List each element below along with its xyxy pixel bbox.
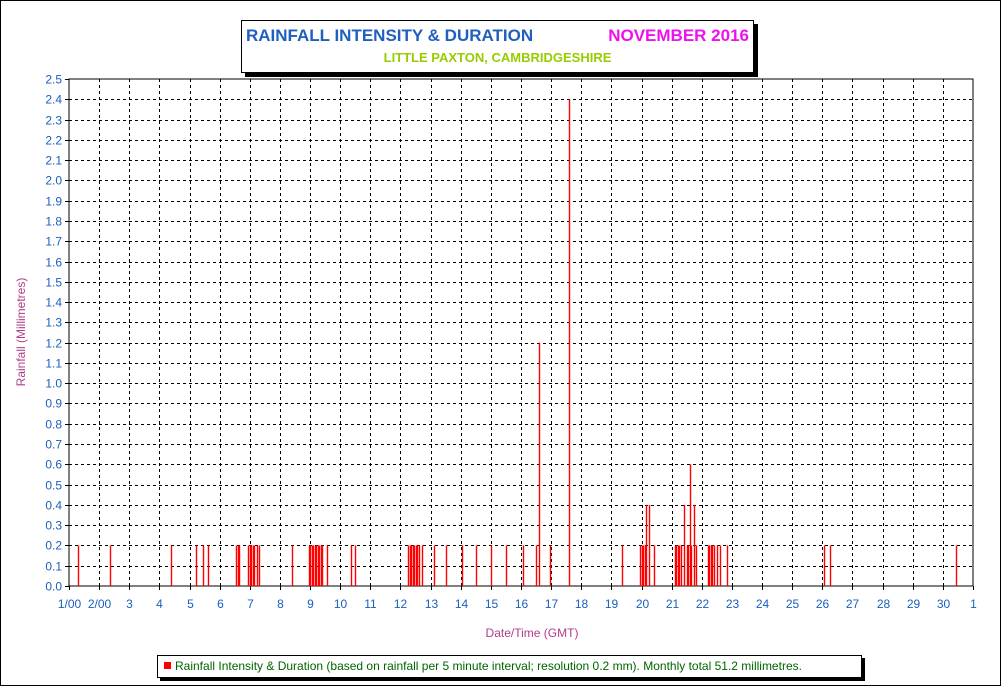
x-tick-label: 18 [575, 597, 589, 611]
legend: Rainfall Intensity & Duration (based on … [157, 655, 862, 678]
y-tick-label: 2.1 [45, 154, 62, 168]
y-tick-label: 0.9 [45, 397, 62, 411]
y-tick-label: 0.2 [45, 539, 62, 553]
y-tick-label: 0.1 [45, 560, 62, 574]
x-tick-label: 6 [217, 597, 224, 611]
x-axis-title: Date/Time (GMT) [486, 626, 579, 640]
y-tick-label: 2.2 [45, 134, 62, 148]
x-tick-label: 1/00 [58, 597, 82, 611]
y-tick-label: 1.3 [45, 316, 62, 330]
y-tick-label: 0.0 [45, 580, 62, 594]
y-tick-label: 1.6 [45, 256, 62, 270]
x-tick-label: 19 [605, 597, 619, 611]
y-tick-label: 1.1 [45, 357, 62, 371]
x-tick-label: 17 [545, 597, 559, 611]
y-tick-label: 2.3 [45, 114, 62, 128]
x-tick-label: 4 [156, 597, 163, 611]
chart-subtitle: LITTLE PAXTON, CAMBRIDGESHIRE [383, 50, 612, 65]
y-axis-title: Rainfall (Millimetres) [14, 278, 28, 387]
y-tick-label: 1.0 [45, 377, 62, 391]
x-tick-label: 23 [726, 597, 740, 611]
x-tick-label: 16 [515, 597, 529, 611]
y-tick-label: 2.0 [45, 174, 62, 188]
y-tick-label: 0.6 [45, 458, 62, 472]
y-tick-label: 2.5 [45, 73, 62, 87]
x-tick-label: 8 [277, 597, 284, 611]
x-tick-label: 25 [786, 597, 800, 611]
y-tick-labels: 0.0 0.1 0.2 0.3 0.4 0.5 0.6 0.7 0.8 0.9 1.0 1.1 1.2 1… [45, 73, 62, 594]
x-tick-label: 7 [247, 597, 254, 611]
x-tick-label: 9 [307, 597, 314, 611]
x-tick-label: 27 [846, 597, 860, 611]
y-tick-label: 1.4 [45, 296, 62, 310]
x-tick-label: 30 [937, 597, 951, 611]
y-tick-label: 0.5 [45, 479, 62, 493]
x-tick-label: 24 [756, 597, 770, 611]
x-tick-label: 1 [970, 597, 977, 611]
x-tick-label: 12 [394, 597, 408, 611]
gridlines [65, 79, 974, 590]
x-tick-label: 20 [636, 597, 650, 611]
legend-swatch [164, 662, 171, 670]
y-tick-label: 1.8 [45, 215, 62, 229]
x-tick-label: 28 [877, 597, 891, 611]
y-tick-label: 1.5 [45, 276, 62, 290]
y-tick-label: 0.4 [45, 499, 62, 513]
x-tick-label: 3 [126, 597, 133, 611]
chart-title: RAINFALL INTENSITY & DURATION [246, 26, 534, 45]
legend-text: Rainfall Intensity & Duration (based on … [175, 659, 802, 673]
x-tick-label: 26 [816, 597, 830, 611]
y-tick-label: 1.7 [45, 235, 62, 249]
x-tick-label: 2/00 [88, 597, 112, 611]
y-tick-label: 1.2 [45, 337, 62, 351]
x-tick-label: 5 [187, 597, 194, 611]
x-tick-labels: 1/00 2/00 3 4 5 6 7 8 9 10 11 12 13 14 15 16 17 18 19 20 21 2… [58, 597, 977, 611]
x-tick-label: 15 [485, 597, 499, 611]
x-tick-label: 14 [455, 597, 469, 611]
x-tick-label: 21 [666, 597, 680, 611]
chart-title-month: NOVEMBER 2016 [608, 26, 749, 45]
y-tick-label: 2.4 [45, 93, 62, 107]
x-tick-label: 10 [334, 597, 348, 611]
x-tick-label: 29 [907, 597, 921, 611]
title-box: RAINFALL INTENSITY & DURATION NOVEMBER 2… [241, 20, 754, 73]
y-tick-label: 0.7 [45, 438, 62, 452]
x-tick-label: 22 [696, 597, 710, 611]
y-tick-label: 0.8 [45, 418, 62, 432]
rain-bars [77, 99, 958, 586]
y-tick-label: 0.3 [45, 519, 62, 533]
x-tick-label: 11 [364, 597, 377, 611]
y-tick-label: 1.9 [45, 195, 62, 209]
x-tick-label: 13 [425, 597, 439, 611]
